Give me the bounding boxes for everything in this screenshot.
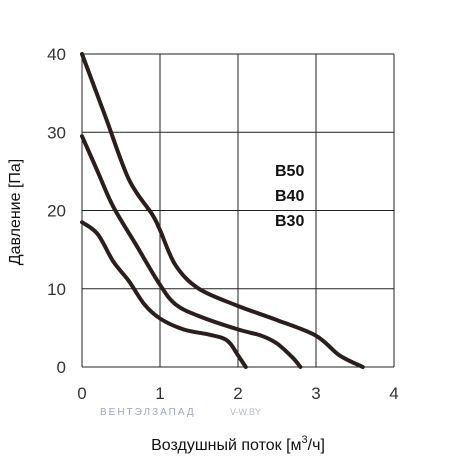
- y-tick-label: 30: [47, 123, 66, 142]
- x-axis-title-main: Воздушный поток [м: [151, 437, 301, 454]
- series-line-b50: [80, 52, 365, 369]
- series-label-b30: B30: [275, 213, 304, 230]
- y-tick-label: 20: [47, 202, 66, 221]
- x-tick-label: 1: [155, 384, 164, 403]
- x-axis-title-sup: 3: [302, 434, 308, 446]
- x-axis-title-unit: /ч]: [308, 437, 325, 454]
- watermark-brand: ВЕНТЭЛЗАПАД: [100, 407, 196, 418]
- series-labels: B50 B40 B30: [275, 163, 304, 230]
- series-lines: [80, 52, 365, 369]
- y-tick-label: 0: [57, 358, 66, 377]
- x-tick-label: 0: [77, 384, 86, 403]
- x-tick-label: 2: [233, 384, 242, 403]
- y-axis-title: Давление [Па]: [7, 159, 24, 266]
- series-label-b40: B40: [275, 188, 304, 205]
- y-tick-label: 40: [47, 45, 66, 64]
- y-tick-label: 10: [47, 280, 66, 299]
- series-line-b30: [80, 220, 248, 369]
- x-tick-label: 4: [389, 384, 398, 403]
- grid: [81, 53, 395, 368]
- watermark-site: V-W.BY: [230, 407, 261, 417]
- x-axis-title: Воздушный поток [м3/ч]: [151, 434, 325, 454]
- x-tick-label: 3: [311, 384, 320, 403]
- series-line-b40: [80, 134, 303, 369]
- series-label-b50: B50: [275, 163, 304, 180]
